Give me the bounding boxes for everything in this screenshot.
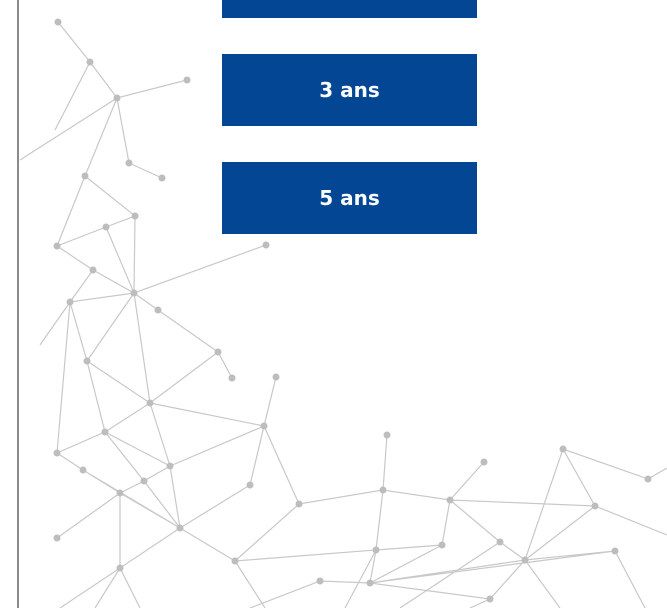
option-button[interactable]: 3 ans	[222, 54, 477, 126]
page: {"buttons": ["3 ans", "5 ans"]} 3 ans 5 …	[0, 0, 667, 608]
option-button[interactable]: 5 ans	[222, 162, 477, 234]
option-button[interactable]	[222, 0, 477, 18]
